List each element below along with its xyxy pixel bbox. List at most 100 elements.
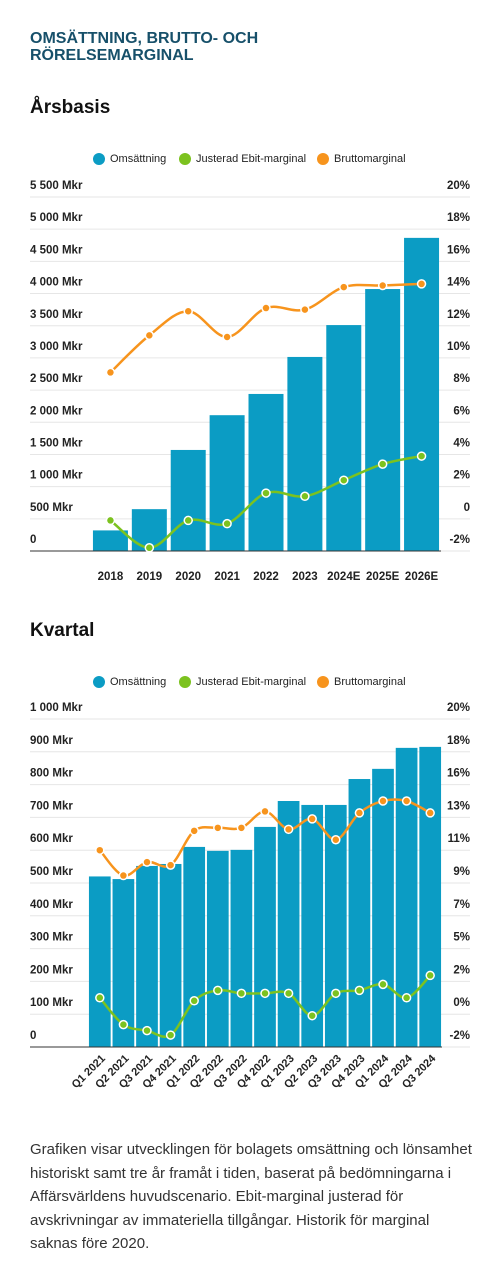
y-tick-label: 1 000 Mkr — [30, 702, 83, 714]
point — [425, 808, 435, 818]
point — [222, 518, 232, 529]
page-title: OMSÄTTNING, BRUTTO- OCH RÖRELSEMARGINAL — [30, 30, 259, 64]
y2-tick-label: 11% — [448, 833, 470, 845]
y2-tick-label: 2% — [453, 964, 470, 976]
bar — [254, 826, 276, 1047]
y2-tick-label: 4% — [453, 437, 470, 449]
bar — [92, 530, 128, 551]
bar — [112, 879, 135, 1047]
bar — [372, 768, 394, 1047]
legend-marker — [93, 676, 105, 688]
y-tick-label: 500 Mkr — [30, 502, 73, 514]
point — [95, 993, 105, 1003]
y-tick-label: 500 Mkr — [30, 866, 73, 878]
point — [283, 824, 294, 835]
legend-marker — [317, 676, 329, 688]
x-tick-label: 2021 — [214, 571, 240, 583]
y2-tick-label: 18% — [447, 212, 470, 224]
point — [283, 988, 294, 999]
y2-tick-label: 14% — [447, 277, 470, 289]
y-tick-label: 1 500 Mkr — [30, 437, 83, 449]
y-tick-label: 900 Mkr — [30, 735, 73, 747]
x-tick-label: 2024E — [327, 571, 361, 583]
y-tick-label: 100 Mkr — [30, 997, 73, 1009]
x-tick-label: 2019 — [137, 571, 163, 583]
y-tick-label: 4 500 Mkr — [30, 244, 83, 256]
point — [142, 1025, 152, 1036]
y2-tick-label: 5% — [453, 932, 470, 944]
bar — [206, 850, 229, 1047]
point — [165, 860, 176, 870]
point — [377, 459, 388, 469]
x-tick-label: 2026E — [405, 571, 439, 583]
y-tick-label: 700 Mkr — [30, 800, 73, 812]
point — [144, 330, 155, 341]
x-tick-label: 2025E — [366, 571, 400, 583]
bar — [209, 415, 245, 551]
point — [222, 332, 232, 342]
y-tick-label: 600 Mkr — [30, 833, 73, 845]
y-tick-label: 800 Mkr — [30, 768, 73, 780]
y2-tick-label: 8% — [453, 373, 470, 385]
y-tick-label: 5 500 Mkr — [30, 180, 83, 192]
y2-tick-label: -2% — [450, 1030, 470, 1042]
point — [300, 304, 310, 315]
bar — [183, 846, 206, 1047]
point — [183, 306, 193, 316]
legend-label: Omsättning — [110, 676, 166, 688]
bar — [159, 863, 182, 1047]
point — [354, 808, 365, 818]
legend-marker — [179, 153, 191, 165]
legend-marker — [93, 153, 105, 165]
y2-tick-label: 6% — [453, 405, 470, 417]
y2-tick-label: -2% — [450, 534, 470, 546]
x-tick-label: 2018 — [98, 571, 124, 583]
y2-tick-label: 0 — [464, 502, 470, 514]
y-tick-label: 3 500 Mkr — [30, 309, 83, 321]
point — [331, 988, 341, 999]
point — [331, 835, 341, 845]
bar — [230, 849, 253, 1047]
legend-label: Justerad Ebit-marginal — [196, 676, 306, 688]
point — [378, 979, 388, 990]
point — [401, 993, 412, 1003]
y-tick-label: 2 000 Mkr — [30, 405, 83, 417]
y2-tick-label: 20% — [447, 702, 470, 714]
point — [144, 543, 155, 553]
bar — [248, 393, 284, 551]
point — [118, 870, 129, 881]
point — [95, 845, 105, 855]
y2-tick-label: 0% — [453, 997, 470, 1009]
legend-marker — [317, 153, 329, 165]
point — [425, 970, 435, 981]
point — [165, 1030, 176, 1040]
point — [261, 303, 271, 313]
bar — [365, 289, 401, 551]
legend-label: Justerad Ebit-marginal — [196, 153, 306, 165]
bar — [170, 449, 206, 551]
bar — [395, 747, 418, 1047]
y2-tick-label: 20% — [447, 180, 470, 192]
point — [354, 985, 365, 996]
y-tick-label: 400 Mkr — [30, 899, 73, 911]
chart-title: Årsbasis — [30, 97, 110, 118]
bar — [287, 356, 323, 551]
point — [260, 806, 270, 817]
y-tick-label: 1 000 Mkr — [30, 470, 83, 482]
x-tick-label: 2022 — [253, 571, 279, 583]
legend-label: Omsättning — [110, 153, 166, 165]
footnote: Grafiken visar utvecklingen för bolagets… — [30, 1141, 472, 1252]
point — [213, 985, 223, 996]
y2-tick-label: 9% — [453, 866, 470, 878]
point — [416, 279, 427, 289]
point — [339, 282, 349, 292]
point — [189, 996, 199, 1006]
x-tick-label: 2020 — [175, 571, 201, 583]
y-tick-label: 4 000 Mkr — [30, 277, 83, 289]
point — [307, 814, 317, 824]
legend-marker — [179, 676, 191, 688]
y2-tick-label: 16% — [447, 244, 470, 256]
y-tick-label: 0 — [30, 534, 36, 546]
bar — [404, 237, 440, 551]
bar — [419, 746, 442, 1047]
